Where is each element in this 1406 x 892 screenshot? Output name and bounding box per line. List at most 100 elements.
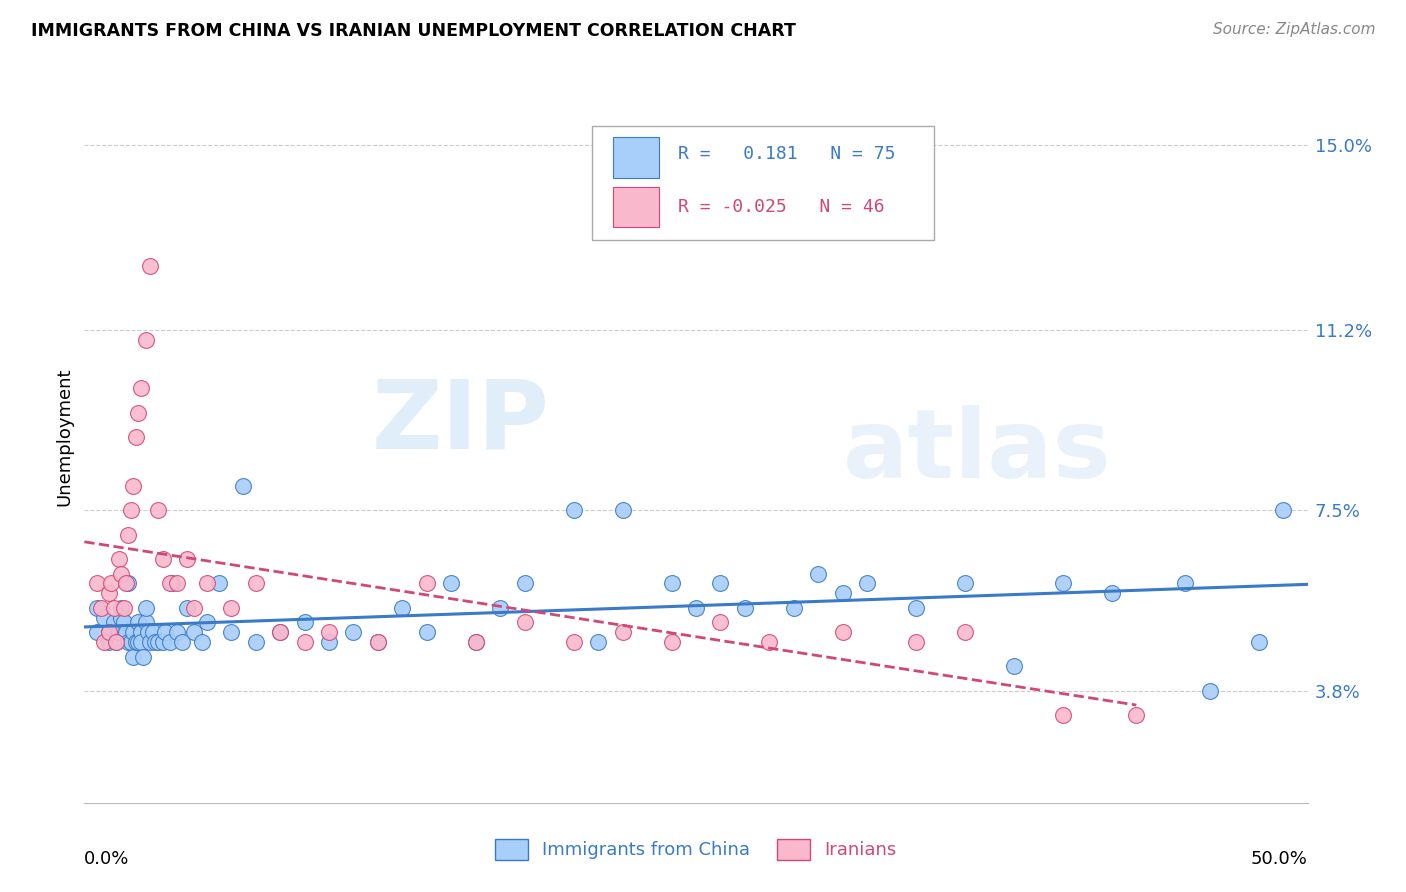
Point: [176, 552, 198, 566]
Point: [117, 576, 139, 591]
Point: [112, 615, 135, 630]
Point: [129, 625, 152, 640]
Point: [661, 576, 683, 591]
Point: [1002, 659, 1025, 673]
Point: [318, 635, 340, 649]
Point: [562, 503, 585, 517]
Point: [685, 600, 707, 615]
Point: [93, 635, 115, 649]
Point: [112, 600, 135, 615]
Point: [245, 576, 267, 591]
Point: [90, 600, 112, 615]
Point: [195, 576, 218, 591]
Point: [125, 430, 148, 444]
Point: [416, 576, 439, 591]
Point: [709, 576, 731, 591]
Point: [1101, 586, 1123, 600]
Point: [127, 635, 149, 649]
Bar: [613, 137, 659, 178]
Point: [953, 576, 976, 591]
Text: R = -0.025   N = 46: R = -0.025 N = 46: [678, 198, 884, 216]
Text: R =   0.181   N = 75: R = 0.181 N = 75: [678, 145, 896, 163]
Point: [107, 552, 129, 566]
Point: [117, 527, 139, 541]
Point: [152, 552, 174, 566]
Point: [734, 600, 756, 615]
Point: [391, 600, 413, 615]
Point: [294, 635, 316, 649]
Point: [132, 649, 155, 664]
Point: [122, 649, 145, 664]
Point: [586, 635, 609, 649]
Point: [117, 635, 139, 649]
Text: ZIP: ZIP: [371, 376, 550, 469]
Point: [97, 625, 120, 640]
Point: [135, 600, 157, 615]
Point: [103, 615, 125, 630]
Point: [1125, 708, 1147, 723]
Point: [110, 566, 132, 581]
Point: [1198, 683, 1220, 698]
Point: [176, 600, 198, 615]
Point: [367, 635, 389, 649]
Point: [86, 625, 108, 640]
Point: [208, 576, 231, 591]
Point: [367, 635, 389, 649]
Point: [153, 625, 176, 640]
Legend: Immigrants from China, Iranians: Immigrants from China, Iranians: [488, 831, 904, 867]
Point: [513, 615, 536, 630]
Point: [146, 503, 169, 517]
Point: [107, 625, 129, 640]
Point: [115, 576, 138, 591]
Point: [269, 625, 291, 640]
Point: [856, 576, 879, 591]
Text: Source: ZipAtlas.com: Source: ZipAtlas.com: [1212, 22, 1375, 37]
Point: [135, 333, 157, 347]
Point: [191, 635, 214, 649]
Point: [183, 625, 205, 640]
Text: atlas: atlas: [842, 405, 1111, 499]
Point: [105, 635, 128, 649]
Point: [86, 600, 108, 615]
Point: [122, 625, 145, 640]
Point: [139, 260, 162, 274]
Point: [122, 479, 145, 493]
Point: [342, 625, 364, 640]
Point: [245, 635, 267, 649]
Point: [105, 635, 128, 649]
Point: [136, 625, 159, 640]
Point: [440, 576, 463, 591]
Point: [183, 600, 205, 615]
Point: [758, 635, 780, 649]
Point: [159, 635, 181, 649]
Point: [143, 635, 166, 649]
Point: [110, 600, 132, 615]
Point: [219, 625, 242, 640]
Point: [110, 610, 132, 624]
Point: [905, 600, 928, 615]
Text: IMMIGRANTS FROM CHINA VS IRANIAN UNEMPLOYMENT CORRELATION CHART: IMMIGRANTS FROM CHINA VS IRANIAN UNEMPLO…: [31, 22, 796, 40]
Point: [159, 576, 181, 591]
Point: [142, 625, 165, 640]
Point: [135, 615, 157, 630]
Point: [103, 600, 125, 615]
Point: [269, 625, 291, 640]
Point: [831, 586, 853, 600]
Point: [1247, 635, 1270, 649]
Point: [489, 600, 512, 615]
Point: [464, 635, 486, 649]
Bar: [613, 187, 659, 227]
Point: [146, 635, 169, 649]
Point: [612, 503, 634, 517]
Point: [416, 625, 439, 640]
Text: 50.0%: 50.0%: [1251, 850, 1308, 868]
Point: [93, 610, 115, 624]
Point: [125, 635, 148, 649]
Point: [831, 625, 853, 640]
Point: [953, 625, 976, 640]
Point: [1052, 576, 1074, 591]
Point: [1174, 576, 1197, 591]
Point: [1272, 503, 1295, 517]
Point: [129, 635, 152, 649]
Point: [100, 576, 122, 591]
